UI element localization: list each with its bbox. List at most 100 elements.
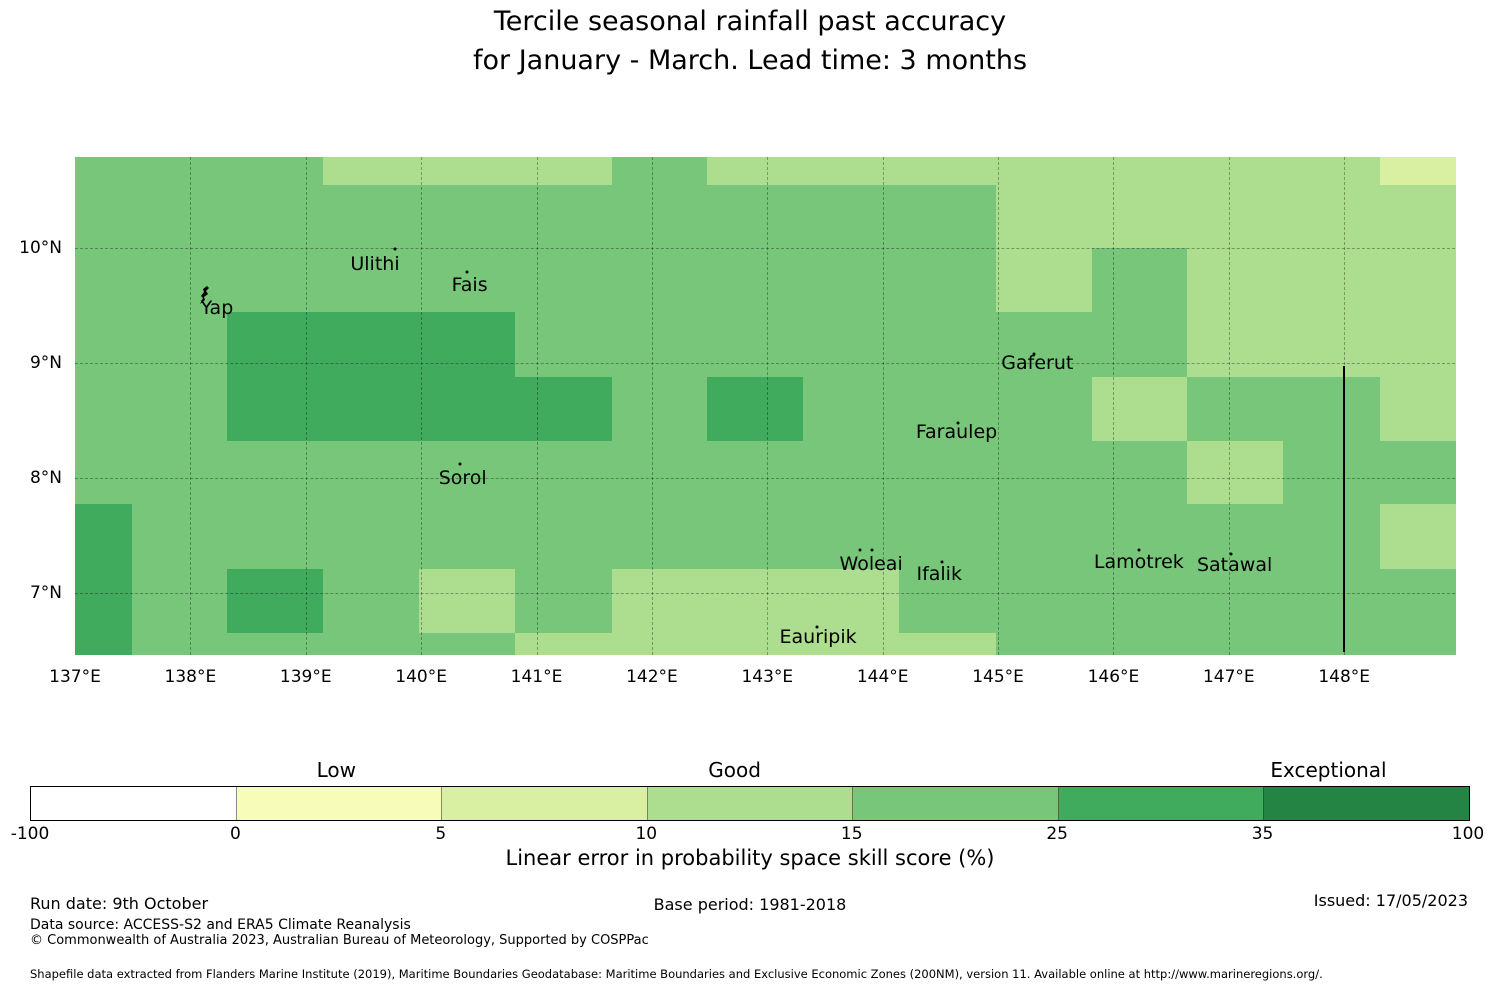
base-period-text: Base period: 1981-2018 <box>653 895 847 914</box>
map-cell <box>227 441 324 505</box>
map-cell <box>227 247 324 313</box>
map-cell <box>75 376 133 442</box>
island-outline-icon <box>197 285 213 309</box>
eez-boundary-line <box>1343 366 1346 652</box>
map-cell <box>75 312 133 378</box>
map-cell <box>803 312 900 378</box>
colorbar-tick-label: -100 <box>10 824 50 844</box>
map-cell <box>803 568 900 634</box>
island-label: Gaferut <box>1001 351 1074 374</box>
x-axis-tick-label: 144°E <box>856 667 909 687</box>
island-label: Eauripik <box>779 625 857 648</box>
map-cell <box>323 157 420 186</box>
map-cell <box>131 441 228 505</box>
longitude-gridline <box>190 157 192 655</box>
map-cell <box>707 312 804 378</box>
map-cell <box>75 568 133 634</box>
colorbar-quality-label: Low <box>316 758 356 782</box>
map-cell <box>1091 504 1188 570</box>
map-cell <box>514 504 613 570</box>
x-axis-tick-label: 137°E <box>49 667 101 687</box>
shapefile-note-text: Shapefile data extracted from Flanders M… <box>30 967 1323 981</box>
map-cell <box>803 247 900 313</box>
map-cell <box>611 157 708 186</box>
map-cell <box>514 312 613 378</box>
map-cell <box>131 312 228 378</box>
map-cell <box>1187 441 1284 505</box>
map-cell <box>418 504 516 570</box>
map-cell <box>323 568 420 634</box>
island-label: Satawal <box>1196 554 1273 577</box>
map-cell <box>323 376 420 442</box>
map-cell <box>707 184 804 249</box>
map-cell <box>1187 157 1284 186</box>
map-cell <box>1091 312 1188 378</box>
colorbar-tick-label: 15 <box>840 824 863 844</box>
chart-title: Tercile seasonal rainfall past accuracy … <box>0 2 1500 80</box>
map-cell <box>611 247 708 313</box>
longitude-gridline <box>305 157 307 655</box>
island-marker-dot <box>858 548 862 552</box>
island-marker-dot <box>1137 548 1141 552</box>
x-axis-tick-label: 139°E <box>279 667 332 687</box>
island-marker-dot <box>1032 352 1036 356</box>
map-cell <box>323 184 420 249</box>
map-cell <box>418 441 516 505</box>
map-cell <box>514 247 613 313</box>
issued-date-text: Issued: 17/05/2023 <box>1313 891 1468 910</box>
map-cell <box>995 504 1093 570</box>
map-cell <box>1283 247 1381 313</box>
island-label: Lamotrek <box>1093 550 1184 573</box>
map-cell <box>803 184 900 249</box>
map-cell <box>995 312 1093 378</box>
longitude-gridline <box>1113 157 1115 655</box>
map-cell <box>611 441 708 505</box>
map-cell <box>227 312 324 378</box>
data-source-text: Data source: ACCESS-S2 and ERA5 Climate … <box>30 917 411 933</box>
map-cell <box>1091 376 1188 442</box>
map-cell <box>1380 504 1456 570</box>
map-cell <box>227 504 324 570</box>
map-cell <box>227 376 324 442</box>
map-cell <box>803 633 900 656</box>
map-cell <box>1091 157 1188 186</box>
latitude-gridline <box>75 247 1455 249</box>
colorbar-segment <box>236 787 443 820</box>
map-cell <box>707 633 804 656</box>
map-cell <box>1091 247 1188 313</box>
map-cell <box>707 504 804 570</box>
chart-title-line2: for January - March. Lead time: 3 months <box>472 45 1028 76</box>
island-marker-dot <box>940 560 944 564</box>
map-cell <box>611 568 708 634</box>
map-cell <box>514 157 613 186</box>
x-axis-tick-label: 145°E <box>972 667 1024 687</box>
longitude-gridline <box>536 157 538 655</box>
latitude-gridline <box>75 592 1455 594</box>
map-cell <box>898 441 997 505</box>
map-cell <box>707 441 804 505</box>
colorbar-tick-label: 0 <box>230 824 241 844</box>
map-cell <box>898 157 997 186</box>
map-cell <box>803 157 900 186</box>
map-cell <box>514 184 613 249</box>
map-cell <box>227 633 324 656</box>
colorbar-tick-label: 5 <box>435 824 447 844</box>
map-cell <box>898 633 997 656</box>
map-cell <box>1187 312 1284 378</box>
map-cell <box>323 441 420 505</box>
map-cell <box>131 247 228 313</box>
map-cell <box>1380 376 1456 442</box>
island-label: Fais <box>451 273 488 296</box>
island-marker-dot <box>458 462 462 466</box>
map-cell <box>995 184 1093 249</box>
map-cell <box>995 568 1093 634</box>
map-cell <box>323 633 420 656</box>
colorbar-segment <box>1264 787 1470 820</box>
map-cell <box>611 376 708 442</box>
map-cell <box>131 184 228 249</box>
map-cell <box>995 441 1093 505</box>
map-cell <box>75 157 133 186</box>
y-axis-tick-label: 8°N <box>29 467 62 488</box>
map-cell <box>418 568 516 634</box>
